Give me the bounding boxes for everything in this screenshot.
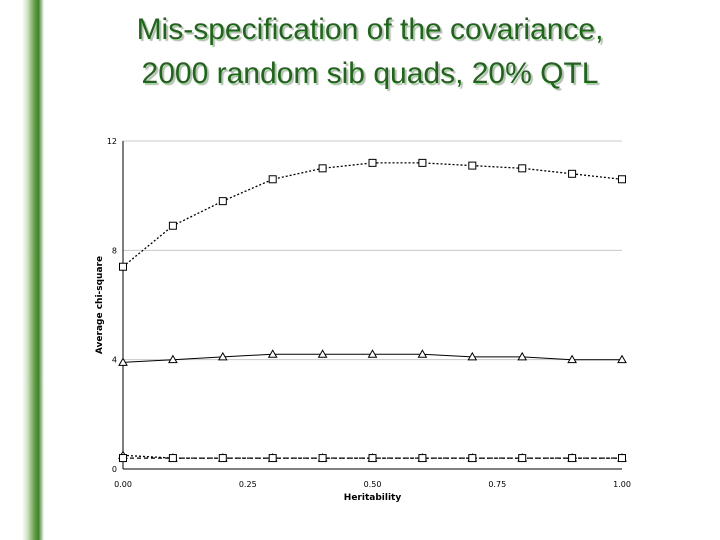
series-1-point-3 [267, 349, 278, 358]
x-axis-label: Heritability [344, 493, 402, 503]
series-0-point-0 [119, 262, 127, 271]
y-tick-label-2: 8 [112, 246, 117, 255]
slide-title-line-1: Mis-specification of the covariance, [136, 13, 604, 46]
series-3-point-9 [568, 454, 577, 463]
series-0-point-10 [618, 175, 626, 184]
series-0-line [122, 162, 623, 268]
series-0-point-5 [368, 158, 377, 167]
series-0-point-4 [318, 164, 327, 173]
x-tick-label-4: 1.00 [613, 480, 631, 489]
y-tick-label-1: 4 [112, 356, 117, 365]
y-tick-label-0: 0 [112, 465, 117, 474]
x-tick-label-0: 0.00 [114, 480, 132, 489]
series-3-point-6 [418, 454, 427, 463]
series-0-point-2 [218, 197, 227, 206]
series-1-point-4 [317, 349, 328, 358]
series-1-point-2 [217, 351, 228, 361]
series-3-point-0 [119, 454, 127, 463]
series-1-point-5 [367, 349, 378, 358]
x-tick-label-1: 0.25 [239, 480, 257, 489]
series-1-point-6 [417, 349, 428, 358]
series-3-point-1 [168, 454, 177, 463]
series-3-point-8 [518, 454, 527, 463]
series-1-point-1 [168, 354, 178, 364]
series-3-point-5 [368, 454, 377, 463]
series-3-point-10 [618, 454, 626, 463]
slide-title-line-2: 2000 random sib quads, 20% QTL [141, 57, 599, 90]
series-1-point-10 [617, 354, 627, 364]
x-tick-label-3: 0.75 [488, 480, 506, 489]
series-0-point-1 [168, 221, 177, 230]
series-3-point-2 [218, 454, 227, 463]
y-tick-label-3: 12 [107, 137, 117, 146]
series-1-point-8 [517, 351, 528, 361]
slide-accent-bar [22, 0, 44, 540]
series-1-point-0 [118, 357, 128, 366]
series-0-point-7 [468, 161, 477, 170]
series-3-point-3 [268, 454, 277, 463]
y-axis-label: Average chi-square [95, 256, 105, 354]
series-0-point-9 [568, 169, 577, 178]
series-3-point-7 [468, 454, 477, 463]
x-tick-label-2: 0.50 [364, 480, 382, 489]
series-1-point-9 [567, 354, 577, 364]
series-0-point-3 [268, 175, 277, 184]
series-1-point-7 [467, 351, 478, 361]
series-0-point-8 [518, 164, 527, 173]
series-3-point-4 [318, 454, 327, 463]
slide-title: Mis-specification of the covariance, 200… [60, 8, 680, 96]
series-0-point-6 [418, 158, 427, 167]
